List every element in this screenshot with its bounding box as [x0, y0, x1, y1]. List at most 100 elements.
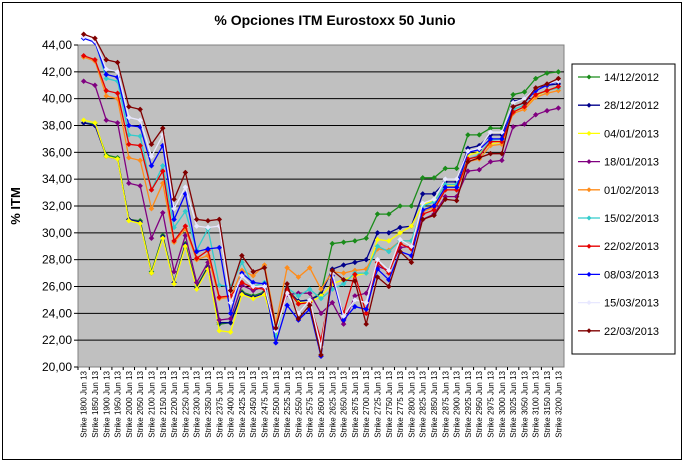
data-point — [295, 274, 302, 280]
data-point — [92, 35, 98, 42]
series-10 — [80, 31, 562, 358]
legend-marker — [586, 130, 592, 136]
data-point — [498, 150, 505, 157]
x-tick-label: Strike 3200 Jun 13 — [554, 370, 563, 437]
data-point — [239, 252, 245, 259]
data-point — [555, 83, 562, 90]
y-axis-label: % ITM — [8, 187, 23, 225]
x-tick-label: Strike 2525 Jun 13 — [283, 370, 292, 437]
data-point — [182, 208, 189, 215]
data-point — [465, 148, 471, 154]
data-point — [103, 87, 110, 94]
data-point — [374, 211, 381, 217]
legend-item: 28/12/2012 — [578, 100, 659, 112]
data-point — [408, 203, 415, 209]
data-point — [397, 248, 403, 255]
data-point — [352, 297, 358, 303]
legend: 14/12/2012 28/12/2012 04/01/2013 18/01/2013… — [578, 72, 659, 338]
data-point — [318, 310, 324, 317]
data-point — [431, 196, 437, 203]
data-point — [239, 279, 245, 286]
y-tick-label: 28,00 — [42, 253, 72, 267]
data-point — [374, 274, 381, 280]
data-point — [126, 122, 132, 129]
legend-item: 22/02/2013 — [578, 241, 659, 253]
data-point — [205, 224, 211, 231]
data-point — [227, 310, 234, 317]
x-tick-label: Strike 2375 Jun 13 — [215, 370, 224, 437]
data-point — [442, 196, 449, 203]
data-point — [103, 93, 110, 99]
x-tick-label: Strike 2700 Jun 13 — [362, 370, 371, 437]
y-tick-label: 30,00 — [42, 226, 72, 240]
data-point — [555, 68, 562, 75]
data-point — [374, 256, 381, 263]
data-point — [408, 243, 415, 250]
data-point — [182, 223, 189, 229]
data-point — [250, 295, 257, 302]
data-point — [544, 87, 550, 94]
data-point — [385, 276, 392, 283]
x-tick-label: Strike 2725 Jun 13 — [374, 370, 383, 437]
y-tick-label: 24,00 — [42, 306, 72, 320]
data-point — [352, 238, 358, 244]
data-point — [103, 66, 110, 73]
data-point — [159, 235, 166, 242]
data-point — [182, 169, 189, 176]
data-point — [193, 216, 200, 223]
data-point — [126, 103, 132, 110]
data-point — [476, 132, 483, 138]
data-point — [126, 217, 132, 224]
data-point — [532, 75, 539, 82]
x-tick-label: Strike 3050 Jun 13 — [520, 370, 529, 437]
data-point — [510, 103, 516, 110]
data-point — [114, 59, 121, 66]
x-tick-label: Strike 1950 Jun 13 — [114, 370, 123, 437]
data-point — [193, 286, 200, 293]
data-point — [453, 165, 460, 172]
data-point — [408, 259, 415, 266]
x-tick-label: Strike 2200 Jun 13 — [170, 370, 179, 437]
data-point — [544, 70, 550, 77]
data-point — [261, 264, 268, 271]
data-point — [103, 117, 110, 123]
legend-label: 14/12/2012 — [604, 72, 659, 84]
data-point — [352, 303, 358, 310]
data-point — [295, 301, 302, 307]
data-point — [431, 174, 437, 181]
data-point — [340, 276, 347, 283]
data-point — [318, 286, 324, 293]
x-tick-label: Strike 2650 Jun 13 — [340, 370, 349, 437]
x-tick-label: Strike 3000 Jun 13 — [498, 370, 507, 437]
x-tick-label: Strike 3025 Jun 13 — [509, 370, 518, 437]
data-point — [465, 132, 471, 138]
y-tick-label: 22,00 — [42, 333, 72, 347]
data-point — [374, 236, 381, 243]
x-tick-label: Strike 1800 Jun 13 — [80, 370, 89, 437]
data-point — [137, 117, 144, 123]
data-point — [137, 142, 144, 149]
data-point — [171, 196, 177, 203]
data-point — [250, 272, 257, 279]
data-point — [306, 290, 313, 297]
data-point — [114, 156, 121, 162]
data-point — [487, 158, 494, 165]
data-point — [126, 180, 132, 187]
x-tick-label: Strike 2300 Jun 13 — [193, 370, 202, 437]
data-point — [148, 235, 155, 242]
data-point — [532, 91, 539, 98]
x-tick-label: Strike 2000 Jun 13 — [125, 370, 134, 437]
x-tick-label: Strike 2425 Jun 13 — [238, 370, 247, 437]
x-tick-label: Strike 2400 Jun 13 — [227, 370, 236, 437]
y-tick-label: 26,00 — [42, 280, 72, 294]
data-point — [510, 91, 516, 98]
data-point — [363, 306, 370, 313]
data-point — [126, 154, 132, 161]
y-tick-label: 36,00 — [42, 145, 72, 159]
legend-label: 08/03/2013 — [604, 269, 659, 281]
data-point — [193, 255, 200, 262]
data-point — [453, 184, 460, 191]
data-point — [385, 283, 392, 290]
data-point — [216, 282, 223, 289]
data-point — [498, 129, 505, 136]
